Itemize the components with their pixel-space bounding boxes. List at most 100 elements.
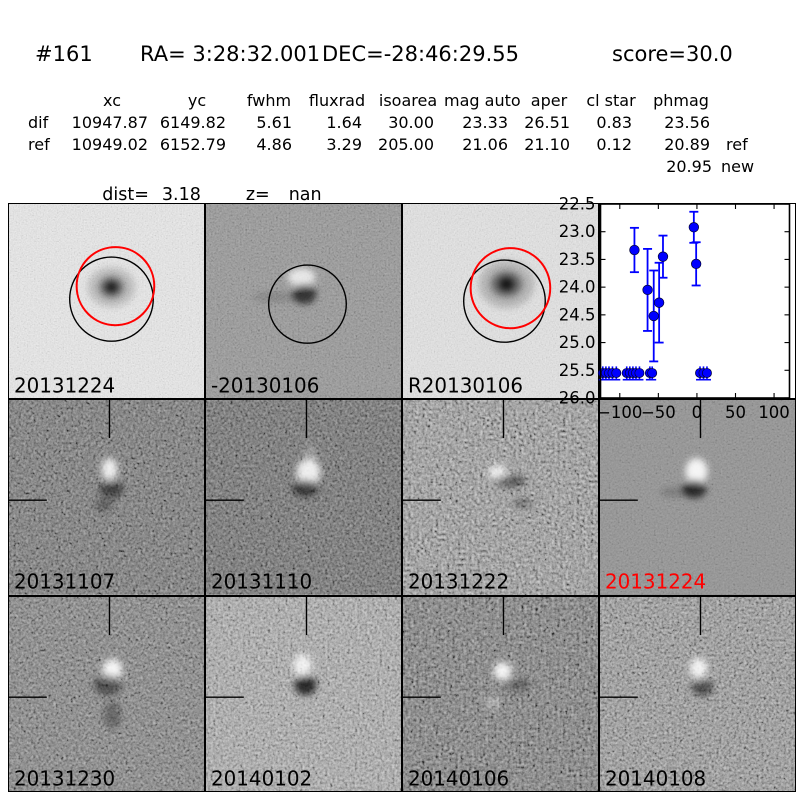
column-header-yc: yc [187,91,207,110]
score-value: score=30.0 [612,42,733,66]
aperture-circle-red [469,247,552,330]
limit-marker [621,368,632,379]
page-title: #161 RA= 3:28:32.001 DEC=-28:46:29.55 sc… [0,42,800,70]
cutout-date-label: 20140102 [211,766,312,790]
row-label-ref: ref [28,135,50,154]
table-cell: 10947.87 [71,113,148,132]
column-header-xc: xc [103,91,121,110]
table-cell: 4.86 [256,135,292,154]
table-cell: 6152.79 [159,135,226,154]
table-cell: 0.12 [596,135,632,154]
column-header-fluxrad: fluxrad [308,91,366,110]
limit-marker [627,368,638,379]
column-header-isoarea: isoarea [378,91,438,110]
table-cell: 10949.02 [71,135,148,154]
column-header-fwhm: fwhm [246,91,292,110]
source-blobs [478,260,535,309]
cutout-date-label: 20140106 [408,766,509,790]
cutout-panel: 20140102 [206,596,401,791]
column-header-phmag: phmag [653,91,709,110]
detection-marker [648,310,659,322]
source-blobs [293,653,317,695]
light-curve-plot: −100 −50 0 50 100 22.5 23.0 23.5 24.0 24.5 25.0 25.… [559,195,795,422]
source-blobs [689,657,714,696]
detection-marker [688,222,699,233]
table-cell-suffix: ref [726,135,748,154]
source-blobs [87,267,136,308]
limit-marker [702,368,712,379]
dist-label: dist= [102,185,149,205]
phmag-new-row: 20.95 new [642,157,754,176]
cutout-panel: 20140106 [403,596,598,791]
distance-line: dist= 3.18 z= nan [80,165,322,225]
detection-marker [629,244,640,256]
ra-value: RA= 3:28:32.001 [140,42,321,66]
cutout-panel: 20131107 [9,400,204,595]
cutout-date-label: 20131224 [605,570,706,594]
limit-marker [644,368,655,379]
cutout-panel-subtraction: -20130106 [206,204,401,399]
phmag-new-suffix: new [721,157,755,176]
column-header-mag-auto: mag auto [444,91,521,110]
cutout-date-label: 20131230 [14,766,115,790]
cutout-panel-new: 20131224 [9,204,204,399]
source-blobs [659,458,708,499]
source-blobs [485,661,532,708]
dist-value: 3.18 [161,185,201,205]
cutout-date-label: 20131107 [14,570,115,594]
detection-marker [642,284,653,296]
source-blobs [94,458,124,512]
limit-marker [611,368,622,379]
z-label: z= [245,185,270,205]
row-label-dif: dif [28,113,49,132]
limit-marker [634,368,645,379]
cutout-panel: 20131110 [206,400,401,595]
cutout-panel: 20131224 [600,400,795,595]
limit-marker [607,368,618,379]
detection-marker [653,297,665,308]
table-cell: 26.51 [524,113,570,132]
table-cell: 21.06 [462,135,508,154]
table-cell: 23.33 [462,113,508,132]
table-cell: 205.00 [378,135,434,154]
aperture-circle-black [68,256,154,342]
table-cell: 20.89 [664,135,710,154]
limit-marker [604,368,614,379]
source-blobs [93,658,123,729]
z-value: nan [288,185,322,205]
limit-marker [624,368,635,379]
dec-value: DEC=-28:46:29.55 [322,42,519,66]
table-cell: 30.00 [388,113,434,132]
limit-marker [698,368,709,379]
cutout-grid: 20131224 -20130106 R20130106 −100 −50 0 50 1… [8,195,796,792]
phmag-new-value: 20.95 [666,157,712,176]
column-header-cl-star: cl star [586,91,636,110]
photometry-table: xc yc fwhm fluxrad isoarea mag auto aper… [10,90,780,156]
cutout-panel: 20140108 [600,596,795,791]
source-blobs [488,465,533,509]
cutout-date-label: 20131110 [211,570,312,594]
limit-marker [600,368,611,379]
table-cell: 3.29 [326,135,362,154]
limit-marker [647,368,658,379]
detection-marker [657,251,669,262]
table-cell: 21.10 [524,135,570,154]
detection-marker [691,258,702,270]
table-cell-suffix [720,112,780,134]
aperture-circle-black [462,259,546,343]
table-cell: 0.83 [596,113,632,132]
source-blobs [292,445,321,497]
candidate-id: #161 [35,42,93,66]
cutout-date-label: R20130106 [408,373,523,397]
cutout-date-label: -20130106 [211,373,319,397]
table-cell: 5.61 [256,113,292,132]
cutout-date-label: 20131222 [408,570,509,594]
limit-marker [597,368,608,379]
table-cell: 1.64 [326,113,362,132]
table-corner [10,90,66,112]
cutout-panel-reference: R20130106 [403,204,598,399]
limit-marker [631,368,641,379]
cutout-panel: 20131222 [403,400,598,595]
source-blobs [251,268,317,305]
